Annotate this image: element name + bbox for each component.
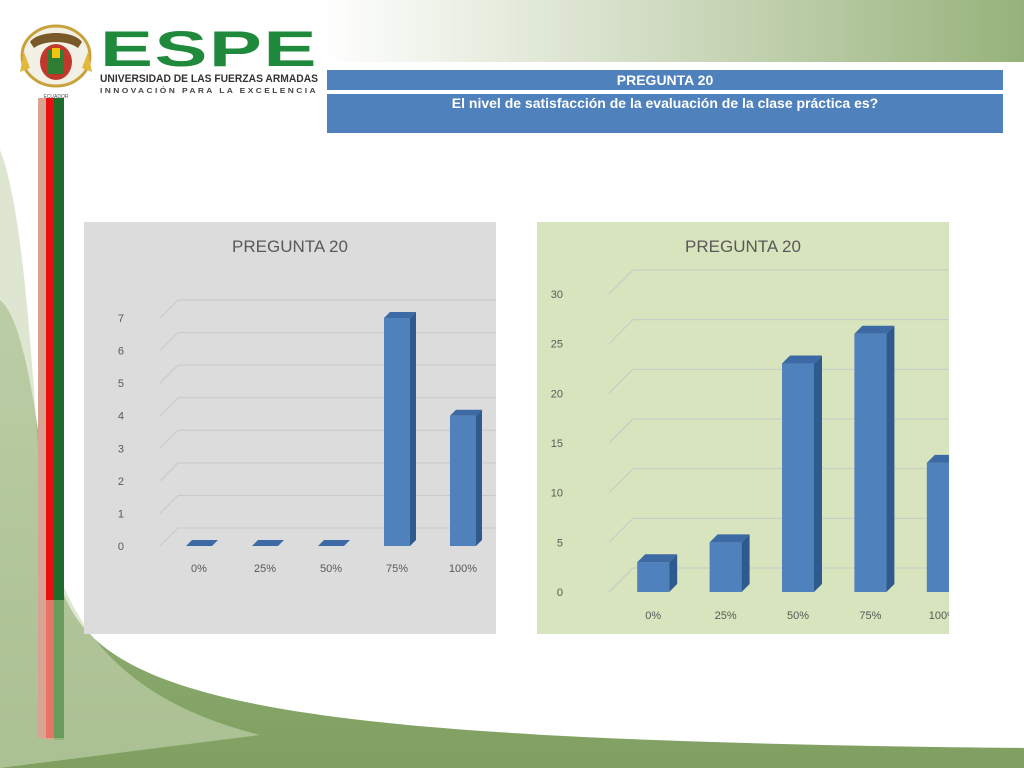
- y-tick-label: 6: [118, 346, 124, 358]
- bar-front: [926, 462, 949, 592]
- x-tick-label: 50%: [787, 610, 809, 622]
- bar: [782, 355, 822, 592]
- chart-title: PREGUNTA 20: [232, 237, 348, 256]
- bar-chart-right: PREGUNTA 20 0 5 10 15 20 25 30 0% 25% 50% 75% 100%: [551, 237, 949, 622]
- x-tick-label: 0%: [645, 610, 661, 622]
- x-tick-label: 50%: [320, 563, 342, 575]
- bar: [926, 454, 949, 592]
- bar: [186, 540, 218, 547]
- header-title: PREGUNTA 20: [327, 70, 1003, 90]
- bar: [709, 534, 750, 592]
- gridline-depth: [159, 299, 179, 319]
- crest-icon: ECUADOR: [20, 24, 92, 100]
- gridline-depth: [608, 368, 634, 394]
- x-tick-label: 75%: [859, 610, 881, 622]
- bar-top: [384, 312, 416, 318]
- bar-top: [854, 325, 895, 334]
- y-tick-label: 3: [118, 443, 124, 455]
- bar-front: [782, 363, 814, 592]
- y-tick-label: 10: [551, 488, 563, 500]
- bar-front: [637, 562, 670, 592]
- y-tick-label: 20: [551, 388, 563, 400]
- gridline-depth: [608, 468, 634, 494]
- bar-side: [886, 325, 895, 592]
- bar-front: [450, 415, 476, 546]
- gridline-depth: [608, 517, 634, 543]
- bar: [637, 554, 678, 592]
- svg-text:ESPE: ESPE: [100, 22, 318, 77]
- svg-text:UNIVERSIDAD DE LAS FUERZAS ARM: UNIVERSIDAD DE LAS FUERZAS ARMADAS: [100, 73, 318, 85]
- svg-text:INNOVACIÓN PARA LA EXCELENCIA: INNOVACIÓN PARA LA EXCELENCIA: [100, 86, 318, 95]
- gridline-depth: [608, 418, 634, 444]
- bar-chart-left: PREGUNTA 20 0 1 2 3 4 5 6 7 0% 25% 50% 75% 100%: [118, 237, 496, 575]
- espe-logo: ECUADOR ESPE UNIVERSIDAD DE LAS FUERZAS …: [18, 21, 323, 102]
- y-tick-label: 25: [551, 339, 563, 351]
- bar-top: [252, 540, 284, 546]
- gridline-depth: [608, 567, 634, 593]
- y-tick-label: 30: [551, 289, 563, 301]
- bar-side: [741, 534, 750, 592]
- x-tick-label: 75%: [386, 563, 408, 575]
- chart-panel-left: PREGUNTA 20 0 1 2 3 4 5 6 7 0% 25% 50% 75% 100%: [84, 222, 496, 634]
- x-tick-label: 25%: [254, 563, 276, 575]
- gridline-depth: [159, 429, 179, 449]
- gridline-depth: [159, 462, 179, 482]
- gridline-depth: [608, 319, 634, 345]
- x-tick-label: 100%: [449, 563, 477, 575]
- logo-graphic: ECUADOR ESPE UNIVERSIDAD DE LAS FUERZAS …: [20, 21, 318, 100]
- y-tick-label: 2: [118, 476, 124, 488]
- bar-side: [410, 312, 416, 546]
- bar-front: [854, 333, 887, 592]
- y-tick-label: 7: [118, 313, 124, 325]
- bar-top: [318, 540, 350, 546]
- bar: [252, 540, 284, 547]
- bar: [318, 540, 350, 547]
- bar: [854, 325, 895, 592]
- y-tick-label: 5: [557, 537, 563, 549]
- gridline-depth: [159, 495, 179, 514]
- bar-top: [450, 409, 482, 416]
- bar-top: [637, 554, 678, 563]
- gridline-depth: [159, 397, 179, 417]
- gridline-depth: [159, 332, 179, 351]
- y-tick-label: 5: [118, 378, 124, 390]
- bar-top: [926, 454, 949, 463]
- chart-title: PREGUNTA 20: [685, 237, 801, 256]
- gridline-depth: [159, 364, 179, 384]
- bar-top: [709, 534, 750, 543]
- x-tick-label: 100%: [929, 610, 949, 622]
- y-tick-label: 1: [118, 508, 124, 520]
- gridline-depth: [608, 269, 634, 295]
- x-tick-label: 0%: [191, 563, 207, 575]
- bar-side: [669, 554, 678, 592]
- bar-side: [476, 409, 482, 546]
- y-tick-label: 0: [118, 541, 124, 553]
- bar-front: [709, 542, 742, 592]
- svg-text:ECUADOR: ECUADOR: [43, 94, 68, 100]
- bar: [450, 409, 482, 546]
- bar-side: [814, 355, 822, 592]
- x-tick-label: 25%: [715, 610, 737, 622]
- y-tick-label: 15: [551, 438, 563, 450]
- bar: [384, 312, 416, 546]
- y-tick-label: 4: [118, 411, 124, 423]
- chart-panel-right: PREGUNTA 20 0 5 10 15 20 25 30 0% 25% 50% 75% 100%: [537, 222, 949, 634]
- bar-top: [782, 355, 822, 364]
- header-question: El nivel de satisfacción de la evaluació…: [327, 94, 1003, 133]
- gridline-depth: [159, 527, 179, 547]
- bar-top: [186, 540, 218, 546]
- bar-front: [384, 318, 410, 546]
- y-tick-label: 0: [557, 587, 563, 599]
